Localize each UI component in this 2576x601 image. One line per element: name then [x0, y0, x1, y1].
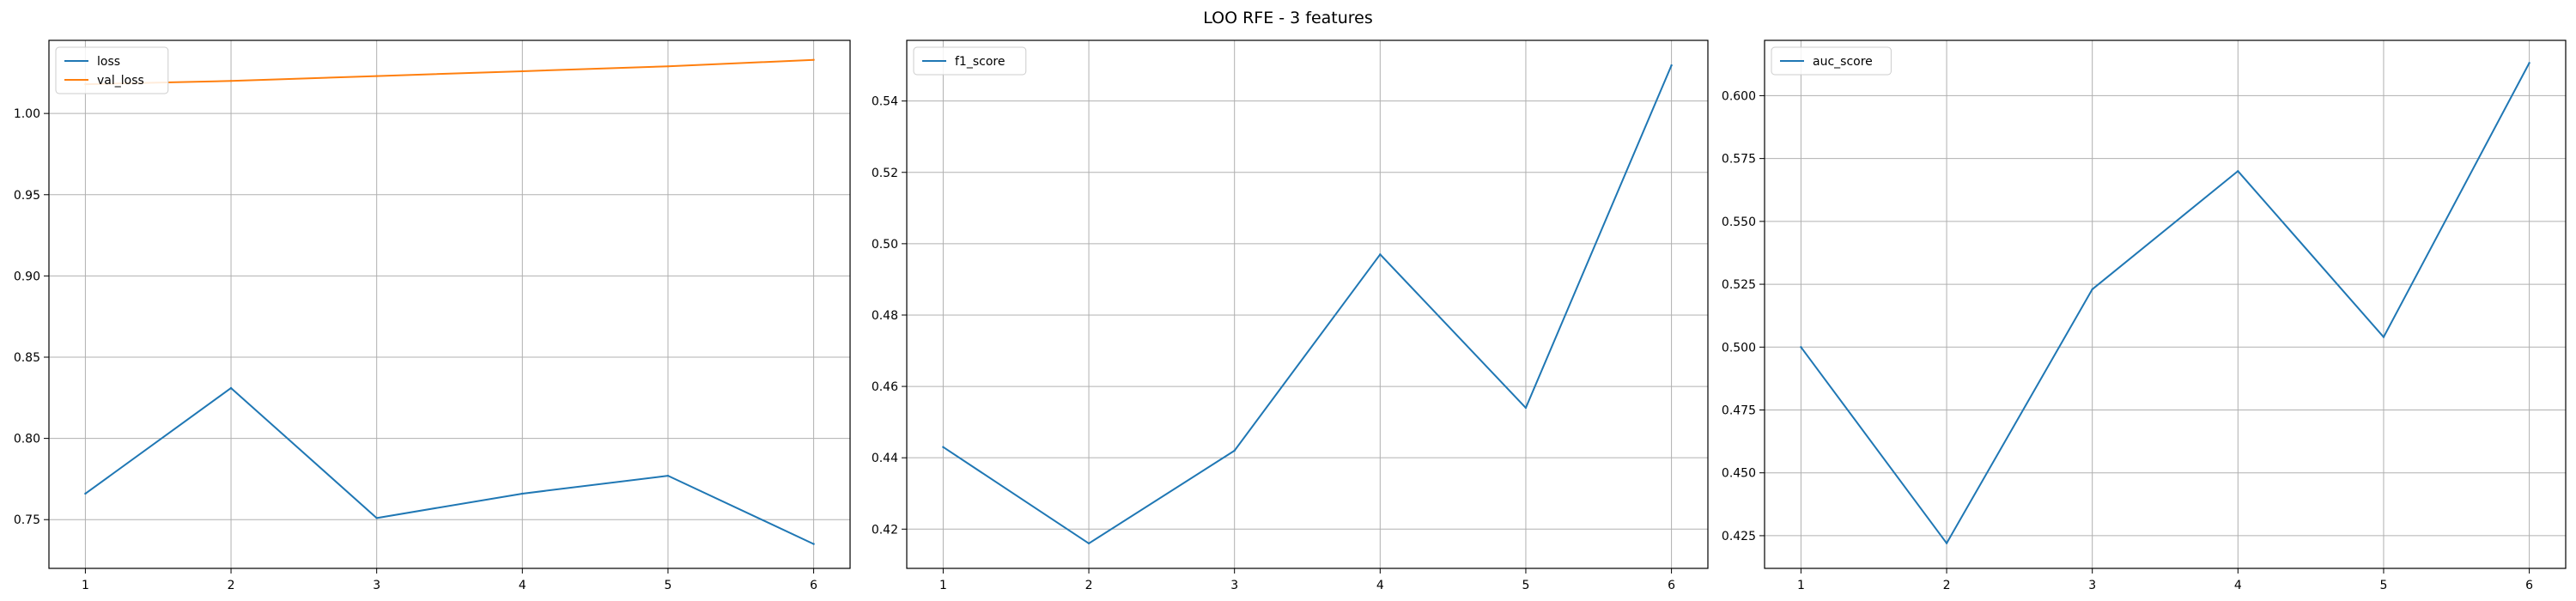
legend: loss val_loss: [55, 46, 169, 94]
data-point-loss: [812, 543, 815, 545]
x-tick-label: 1: [82, 579, 89, 592]
data-point-val-loss: [812, 58, 815, 61]
data-point-f1-score: [1233, 449, 1236, 452]
y-tick-label: 0.525: [1722, 278, 1756, 292]
figure-title: LOO RFE - 3 features: [1203, 9, 1373, 27]
legend: f1_score: [913, 46, 1027, 76]
legend-box: [1771, 46, 1892, 76]
y-tick-label: 0.450: [1722, 467, 1756, 481]
series-line-val-loss: [85, 58, 814, 86]
axes-frame: [906, 39, 1709, 569]
legend-label: f1_score: [955, 55, 1005, 69]
y-tick-label: 0.85: [14, 351, 40, 365]
data-point-f1-score: [1670, 64, 1673, 67]
data-point-auc-score: [2528, 62, 2530, 64]
y-tick-label: 1.00: [14, 107, 40, 121]
y-tick-label: 0.475: [1722, 404, 1756, 418]
series-line-loss: [84, 386, 815, 545]
data-point-auc-score: [1945, 542, 1948, 544]
legend-label: auc_score: [1813, 55, 1873, 69]
x-tick-label: 6: [810, 579, 817, 592]
x-tick-label: 1: [939, 579, 947, 592]
legend-box: [913, 46, 1027, 76]
data-point-val-loss: [521, 70, 524, 73]
y-tick-label: 0.95: [14, 189, 40, 203]
y-tick-label: 0.575: [1722, 153, 1756, 167]
y-tick-label: 0.42: [872, 523, 898, 537]
x-tick-label: 6: [1668, 579, 1675, 592]
x-tick-label: 2: [1943, 579, 1951, 592]
y-tick-label: 0.75: [14, 513, 40, 527]
data-point-val-loss: [666, 65, 670, 68]
x-tick-label: 5: [1522, 579, 1529, 592]
data-point-auc-score: [2382, 336, 2385, 338]
series-line-f1-score: [942, 64, 1673, 544]
x-tick-label: 4: [2234, 579, 2242, 592]
series-line-auc-score: [1800, 62, 2530, 544]
data-point-auc-score: [1800, 346, 1802, 349]
x-tick-label: 4: [519, 579, 526, 592]
x-tick-label: 4: [1376, 579, 1384, 592]
x-tick-label: 3: [2088, 579, 2096, 592]
x-tick-label: 5: [664, 579, 671, 592]
legend: auc_score: [1771, 46, 1892, 76]
data-point-val-loss: [375, 75, 378, 77]
x-tick-label: 3: [1230, 579, 1238, 592]
data-point-f1-score: [1087, 542, 1091, 545]
data-point-auc-score: [2091, 288, 2093, 291]
legend-box: [55, 46, 169, 94]
auc-score-chart: 1 2 3 4 5 6 0.425 0.450 0.475 0.500 0.525 0.550 0.57…: [1722, 39, 2567, 592]
y-tick-label: 0.550: [1722, 216, 1756, 229]
data-point-val-loss: [229, 80, 233, 82]
y-tick-label: 0.44: [872, 452, 898, 465]
x-tick-label: 2: [228, 579, 235, 592]
data-point-f1-score: [942, 446, 945, 448]
data-point-auc-score: [2237, 170, 2239, 173]
y-tick-label: 0.425: [1722, 530, 1756, 543]
legend-label: loss: [97, 55, 120, 69]
data-point-loss: [666, 474, 670, 477]
data-point-f1-score: [1524, 406, 1528, 410]
y-tick-label: 0.600: [1722, 89, 1756, 103]
y-tick-label: 0.50: [872, 238, 898, 252]
legend-label: val_loss: [97, 74, 144, 88]
x-tick-label: 3: [373, 579, 380, 592]
data-point-loss: [229, 386, 233, 390]
axes-frame: [48, 39, 851, 569]
x-tick-label: 6: [2525, 579, 2533, 592]
y-tick-label: 0.500: [1722, 341, 1756, 355]
y-tick-label: 0.80: [14, 433, 40, 446]
y-tick-label: 0.48: [872, 309, 898, 323]
data-point-loss: [521, 492, 524, 495]
x-tick-label: 1: [1797, 579, 1805, 592]
y-tick-label: 0.90: [14, 270, 40, 283]
data-point-f1-score: [1379, 253, 1382, 256]
y-tick-label: 0.54: [872, 95, 898, 109]
data-point-loss: [84, 492, 87, 495]
f1-score-chart: 1 2 3 4 5 6 0.42 0.44 0.46 0.48 0.50 0.52 0.54 f1_sco…: [872, 39, 1709, 592]
y-tick-label: 0.46: [872, 380, 898, 394]
y-tick-label: 0.52: [872, 167, 898, 180]
x-tick-label: 2: [1085, 579, 1093, 592]
x-tick-label: 5: [2379, 579, 2387, 592]
loss-chart: 1 2 3 4 5 6 0.75 0.80 0.85 0.90 0.95 1.00 loss val_lo…: [14, 39, 851, 592]
axes-frame: [1764, 39, 2567, 569]
data-point-loss: [375, 517, 378, 519]
